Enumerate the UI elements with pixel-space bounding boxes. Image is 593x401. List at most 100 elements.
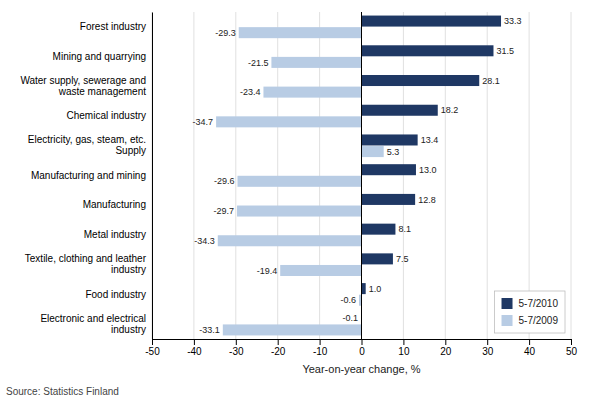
y-tick-label-line: Water supply, sewerage and: [20, 75, 146, 86]
y-tick-label: Manufacturing: [83, 199, 146, 210]
x-tick-mark: [236, 339, 237, 345]
data-label: 5.3: [387, 147, 400, 157]
bar: [362, 283, 366, 294]
y-tick-label: Electronic and electricalindustry: [40, 313, 146, 335]
grid-line: [193, 12, 194, 339]
data-label: 1.0: [369, 284, 382, 294]
bar: [362, 146, 384, 157]
data-label: 8.1: [398, 224, 411, 234]
y-tick: Textile, clothing and leatherindustry: [25, 253, 147, 275]
y-tick-label-line: industry: [111, 324, 146, 335]
y-tick-label-line: Mining and quarrying: [53, 51, 146, 62]
x-tick: 20: [440, 339, 452, 357]
x-axis: -50-40-30-20-1001020304050: [145, 339, 577, 357]
x-tick: 40: [524, 339, 536, 357]
x-tick-mark: [278, 339, 279, 345]
grid-line: [235, 12, 236, 339]
x-tick: -30: [229, 339, 244, 357]
y-tick-label-line: waste management: [58, 86, 146, 97]
x-tick: 10: [398, 339, 410, 357]
data-label: -23.4: [240, 87, 261, 97]
bar: [362, 75, 480, 86]
data-label: -0.1: [343, 313, 359, 323]
x-tick-mark: [445, 339, 446, 345]
bar: [362, 253, 393, 264]
y-tick-label-line: Electricity, gas, steam, etc.: [28, 134, 146, 145]
grid-line: [487, 12, 488, 339]
x-tick: 0: [359, 339, 365, 357]
bar: [239, 27, 362, 38]
x-tick-label: 50: [566, 346, 578, 357]
chart-svg: 33.331.528.118.213.413.012.88.17.51.0-0.…: [0, 0, 593, 401]
y-tick-label-line: Manufacturing and mining: [31, 170, 146, 181]
y-tick-label: Forest industry: [80, 21, 146, 32]
x-axis-title: Year-on-year change, %: [302, 363, 420, 375]
x-tick-label: 20: [440, 346, 452, 357]
y-tick-label: Manufacturing and mining: [31, 170, 146, 181]
grid-line: [571, 12, 572, 339]
x-tick-label: 40: [524, 346, 536, 357]
data-label: -21.5: [248, 58, 269, 68]
x-tick-label: -50: [145, 346, 160, 357]
x-tick: 30: [482, 339, 494, 357]
grid-line: [361, 12, 362, 339]
y-tick-label: Chemical industry: [67, 110, 146, 121]
x-tick: -10: [313, 339, 328, 357]
y-tick-label-line: Metal industry: [84, 229, 146, 240]
x-tick-label: 10: [398, 346, 410, 357]
legend-swatch: [502, 298, 513, 309]
y-tick: Mining and quarrying: [53, 51, 146, 62]
grid-line: [403, 12, 404, 339]
data-label: -0.6: [340, 295, 356, 305]
legend: 5-7/20105-7/2009: [495, 291, 565, 333]
bar: [362, 45, 494, 56]
x-axis-line: [153, 340, 572, 346]
legend-label: 5-7/2009: [519, 315, 559, 326]
legend-frame: [495, 291, 565, 333]
data-label: 28.1: [482, 76, 500, 86]
x-tick-mark: [362, 339, 363, 345]
x-tick-mark: [152, 339, 153, 345]
y-tick: Food industry: [85, 289, 146, 300]
x-tick-mark: [487, 339, 488, 345]
x-tick-mark: [403, 339, 404, 345]
x-tick: -50: [145, 339, 160, 357]
y-tick-label-line: Manufacturing: [83, 199, 146, 210]
y-tick: Electronic and electricalindustry: [40, 313, 146, 335]
x-tick-label: -30: [229, 346, 244, 357]
data-label: 33.3: [504, 16, 522, 26]
bar: [263, 87, 361, 98]
x-tick: -40: [187, 339, 202, 357]
y-tick-label-line: Chemical industry: [67, 110, 146, 121]
bar: [218, 235, 362, 246]
x-tick-mark: [571, 339, 572, 345]
y-tick-label: Electricity, gas, steam, etc.Supply: [28, 134, 146, 156]
y-tick: Metal industry: [84, 229, 146, 240]
data-label: 13.4: [421, 135, 439, 145]
bar: [237, 176, 361, 187]
y-tick: Forest industry: [80, 21, 146, 32]
bar: [362, 194, 416, 205]
bar: [271, 57, 361, 68]
data-label: 31.5: [496, 46, 514, 56]
bars: [216, 16, 501, 336]
data-label: -33.1: [199, 325, 220, 335]
x-tick-mark: [529, 339, 530, 345]
x-tick-label: -10: [313, 346, 328, 357]
series-bars: [216, 27, 384, 335]
bar: [223, 324, 362, 335]
bar: [362, 16, 502, 27]
y-tick-label: Metal industry: [84, 229, 146, 240]
y-tick: Manufacturing and mining: [31, 170, 146, 181]
data-label: -34.7: [193, 117, 214, 127]
data-label: -19.4: [257, 266, 278, 276]
data-label: -29.6: [214, 176, 235, 186]
y-tick-label-line: Textile, clothing and leather: [25, 253, 147, 264]
data-label: 18.2: [441, 105, 459, 115]
bar: [362, 164, 416, 175]
bar: [237, 206, 361, 217]
x-tick-mark: [320, 339, 321, 345]
x-tick-label: -40: [187, 346, 202, 357]
y-axis: Forest industry Mining and quarrying Water…: [20, 13, 152, 340]
grid-line: [152, 12, 153, 339]
